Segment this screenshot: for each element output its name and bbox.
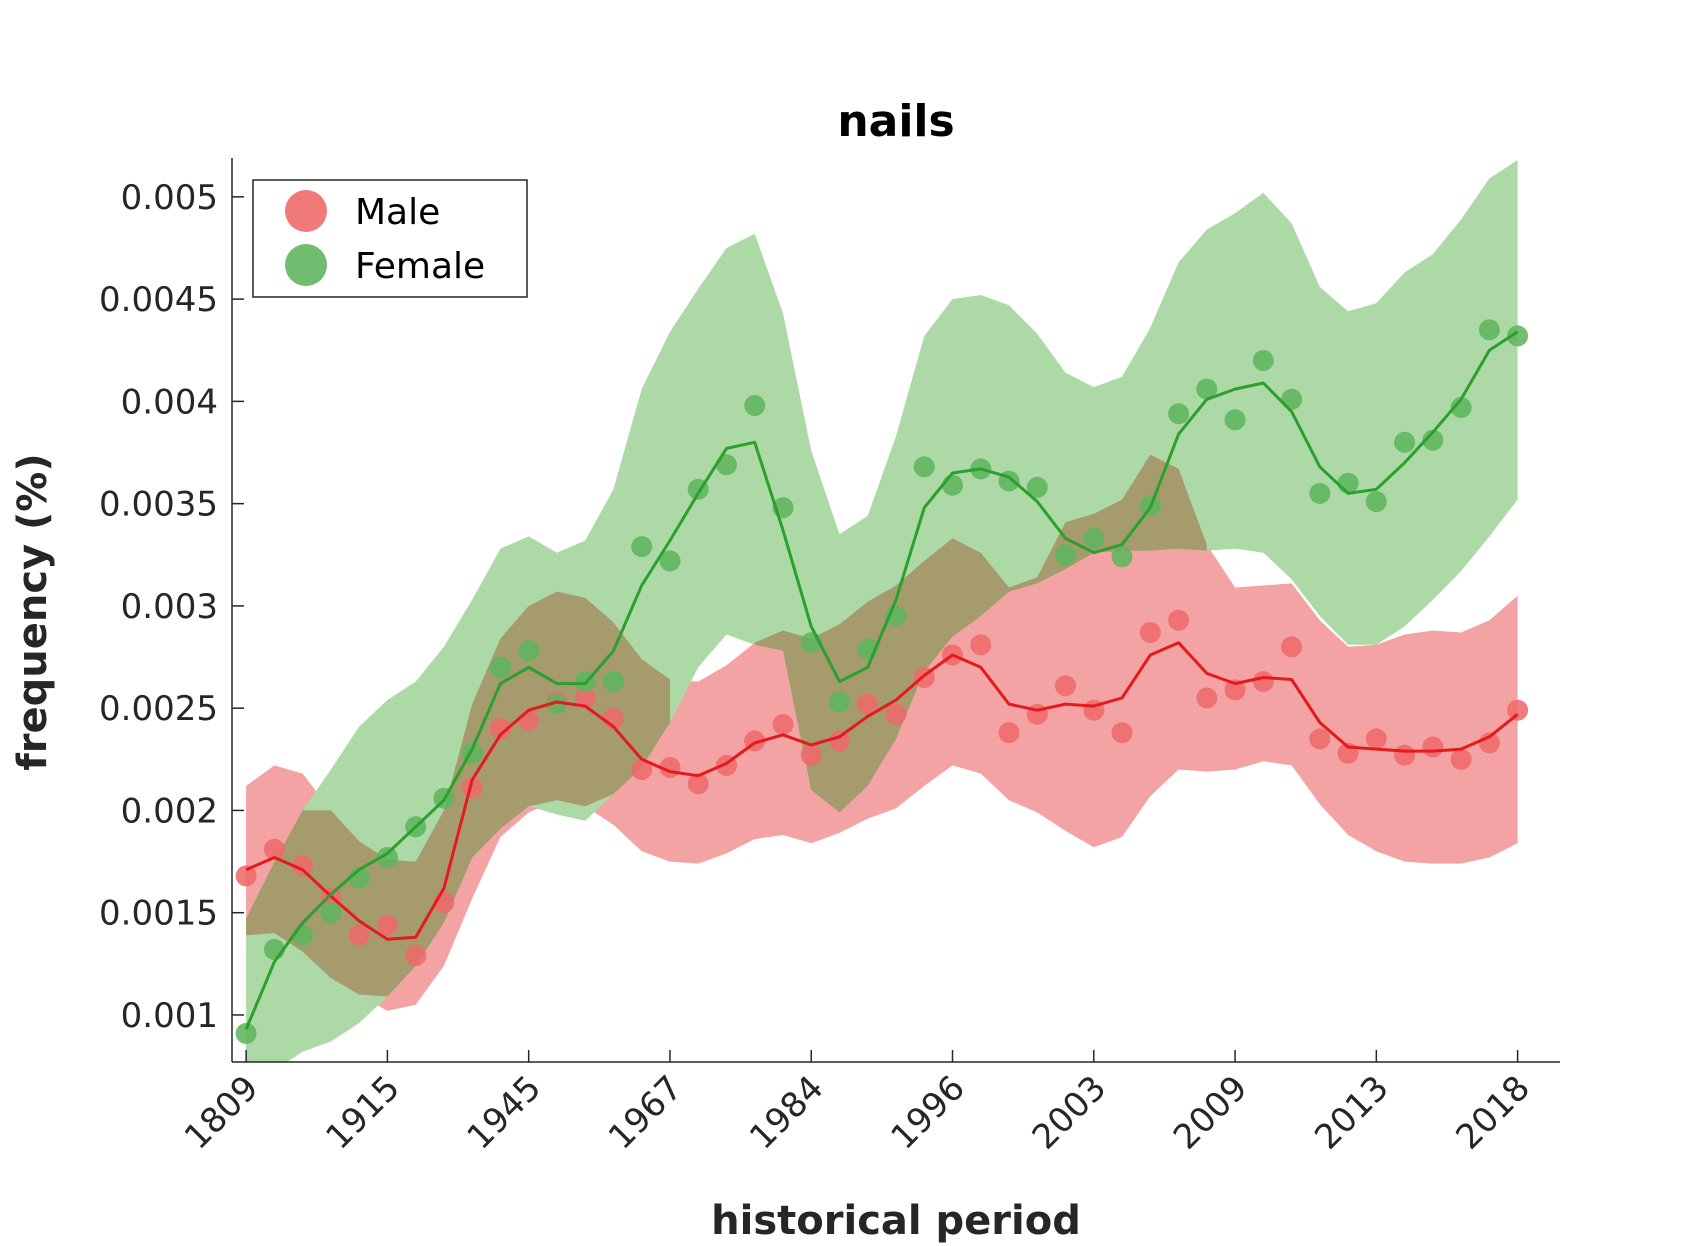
y-tick-label: 0.0025: [99, 689, 218, 729]
female-point-3: [320, 902, 342, 924]
male-point-20: [800, 744, 822, 766]
female-point-43: [1450, 397, 1472, 418]
male-point-26: [970, 634, 992, 656]
plot-area: [235, 160, 1529, 1062]
female-point-42: [1422, 429, 1444, 451]
male-point-19: [772, 714, 794, 735]
male-point-42: [1422, 736, 1444, 758]
male-point-29: [1055, 675, 1076, 697]
female-trend-line: [244, 330, 1519, 1030]
x-tick-label: 1967: [601, 1068, 690, 1157]
female-point-11: [546, 693, 568, 715]
male-point-37: [1281, 636, 1303, 658]
male-point-22: [857, 693, 879, 715]
y-tick-label: 0.0045: [99, 280, 218, 320]
female-point-0: [235, 1022, 257, 1044]
male-point-0: [235, 865, 257, 887]
legend-marker-female: [285, 244, 327, 286]
male-point-10: [518, 709, 540, 731]
female-point-14: [631, 536, 653, 558]
axes: [231, 158, 1560, 1063]
y-axis-title: frequency (%): [10, 453, 56, 770]
x-tick-label: 1945: [460, 1068, 549, 1157]
male-point-31: [1111, 722, 1133, 744]
male-point-33: [1168, 609, 1190, 631]
female-point-45: [1507, 325, 1529, 347]
x-tick-label: 1984: [742, 1068, 831, 1157]
male-point-28: [1026, 703, 1048, 725]
legend-label-female: Female: [355, 246, 485, 287]
band-overlap-region-0: [246, 591, 670, 997]
male-point-34: [1196, 687, 1218, 709]
chart-title: nails: [837, 96, 954, 147]
x-ticks: 1809 1915 1945 1967 1984 1996 2003 2009 2013 2018: [177, 1050, 1538, 1158]
male-point-12: [574, 687, 596, 709]
male-point-2: [292, 855, 314, 877]
y-ticks: 0.001 0.0015 0.002 0.0025 0.003 0.0035 0.004 0.…: [99, 178, 244, 1036]
female-point-31: [1111, 546, 1133, 568]
male-point-14: [631, 759, 653, 780]
female-point-5: [376, 847, 398, 868]
male-point-27: [998, 722, 1020, 744]
male-point-41: [1394, 744, 1416, 766]
x-tick-label: 2018: [1448, 1068, 1537, 1157]
male-point-43: [1450, 748, 1472, 770]
female-point-18: [744, 395, 766, 416]
x-tick-label: 2009: [1166, 1068, 1255, 1157]
female-point-21: [829, 691, 850, 713]
male-point-16: [687, 773, 709, 795]
female-point-37: [1281, 388, 1303, 410]
x-tick-label: 1915: [318, 1068, 407, 1157]
male-point-40: [1365, 728, 1387, 750]
male-point-38: [1309, 728, 1331, 750]
male-point-5: [376, 914, 398, 936]
x-tick-label: 2003: [1025, 1068, 1114, 1157]
male-point-6: [405, 945, 427, 967]
female-point-40: [1365, 491, 1387, 513]
female-point-33: [1168, 403, 1190, 425]
male-point-9: [489, 718, 511, 740]
male-point-23: [885, 703, 907, 725]
female-point-34: [1196, 378, 1218, 400]
female-point-35: [1224, 409, 1246, 431]
male-point-36: [1252, 671, 1274, 693]
female-point-44: [1478, 319, 1500, 341]
y-tick-label: 0.001: [121, 996, 218, 1036]
female-point-28: [1026, 476, 1048, 498]
y-tick-label: 0.003: [121, 587, 218, 627]
female-point-38: [1309, 482, 1331, 504]
male-point-45: [1507, 699, 1529, 721]
female-point-25: [942, 474, 963, 496]
y-tick-label: 0.0015: [99, 894, 218, 934]
male-point-21: [829, 730, 850, 752]
legend-marker-male: [285, 190, 327, 232]
legend-label-male: Male: [355, 192, 440, 233]
female-point-29: [1055, 544, 1076, 566]
male-point-8: [461, 777, 483, 799]
male-point-1: [263, 838, 285, 860]
female-point-30: [1083, 527, 1105, 549]
female-point-9: [489, 656, 511, 678]
y-tick-label: 0.005: [121, 178, 218, 218]
female-point-15: [659, 550, 681, 572]
male-point-4: [348, 924, 370, 946]
y-tick-label: 0.0035: [99, 485, 218, 525]
male-point-35: [1224, 679, 1246, 701]
x-tick-label: 2013: [1307, 1068, 1396, 1157]
female-point-13: [602, 671, 624, 693]
male-point-32: [1139, 622, 1161, 643]
female-point-41: [1394, 431, 1416, 453]
male-trend-line: [245, 641, 1519, 941]
y-tick-label: 0.004: [121, 382, 218, 422]
y-tick-label: 0.002: [121, 791, 218, 831]
female-point-36: [1252, 350, 1274, 371]
x-tick-label: 1996: [883, 1068, 972, 1157]
x-tick-label: 1809: [177, 1068, 266, 1157]
female-point-10: [518, 640, 540, 662]
female-point-39: [1337, 472, 1359, 494]
legend: Male Female: [252, 179, 528, 298]
female-point-24: [913, 456, 935, 478]
x-axis-title: historical period: [711, 1198, 1081, 1244]
